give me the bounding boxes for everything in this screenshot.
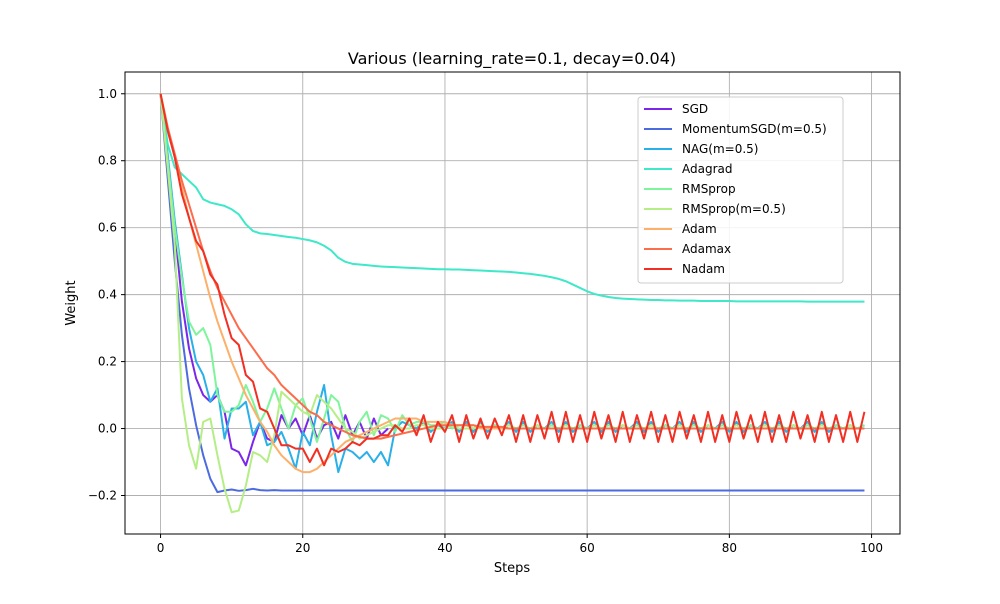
y-axis-label: Weight <box>64 280 79 325</box>
chart-title: Various (learning_rate=0.1, decay=0.04) <box>348 49 676 69</box>
x-tick-label: 40 <box>437 541 452 555</box>
x-axis-label: Steps <box>494 561 531 576</box>
x-tick-label: 80 <box>722 541 737 555</box>
series-line-momentumsgd-m-0-5 <box>159 93 865 494</box>
legend-label: Adam <box>682 222 717 236</box>
legend-label: NAG(m=0.5) <box>682 142 758 156</box>
plot-frame <box>124 71 901 535</box>
series-lines <box>159 93 866 514</box>
y-tick-label: 0.6 <box>98 221 117 235</box>
x-tick-label: 60 <box>580 541 595 555</box>
legend-box <box>637 96 844 284</box>
legend-label: Adagrad <box>682 162 733 176</box>
y-tick-label: 0.8 <box>98 154 117 168</box>
y-tick-label: −0.2 <box>88 489 117 503</box>
x-tick-label: 0 <box>157 541 165 555</box>
grid <box>125 72 900 534</box>
legend: SGD MomentumSGD(m=0.5) NAG(m=0.5) Adagrad RM… <box>637 96 844 284</box>
series-line-nadam <box>159 93 866 467</box>
x-tick-label: 20 <box>295 541 310 555</box>
legend-label: Nadam <box>682 262 725 276</box>
y-tick-label: 0.0 <box>98 422 117 436</box>
series-line-adagrad <box>159 93 865 303</box>
legend-label: Adamax <box>682 242 731 256</box>
axis-ticks: 0 20 40 60 80 100 −0.2 0.0 0.2 0.4 0.6 0.8 1.0 <box>88 87 883 555</box>
legend-label: RMSprop(m=0.5) <box>682 202 786 216</box>
legend-label: MomentumSGD(m=0.5) <box>682 122 827 136</box>
y-tick-label: 0.4 <box>98 288 117 302</box>
legend-label: RMSprop <box>682 182 736 196</box>
legend-label: SGD <box>682 102 708 116</box>
y-tick-label: 0.2 <box>98 355 117 369</box>
y-tick-label: 1.0 <box>98 87 117 101</box>
x-tick-label: 100 <box>860 541 883 555</box>
